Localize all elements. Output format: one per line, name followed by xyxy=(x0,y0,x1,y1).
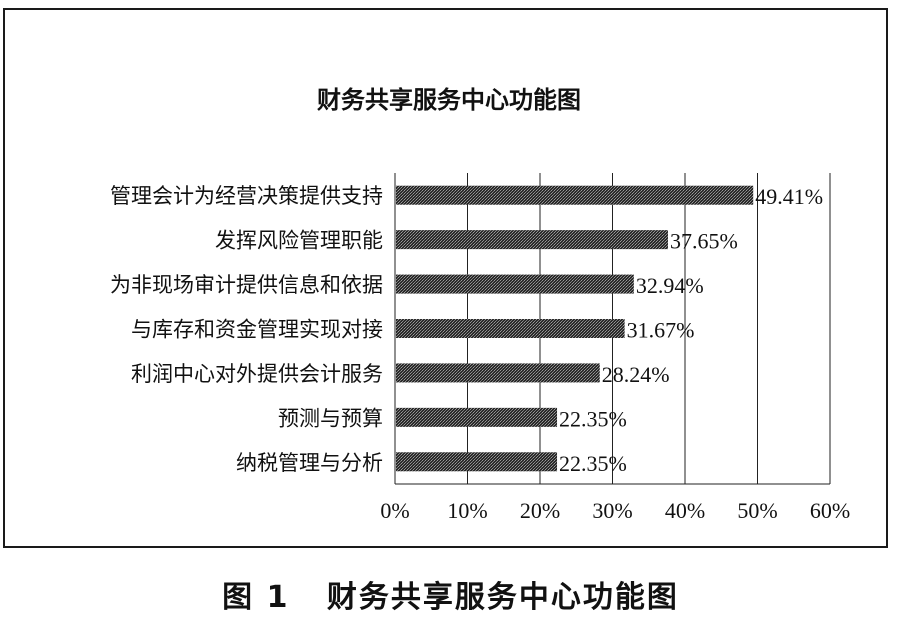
plot-area: 0% 10% 20% 30% 40% 50% 60% 管理会计为经营决策提供支持 49.41% 发… xyxy=(110,173,850,523)
bar xyxy=(396,185,754,205)
chart-frame: 财务共享服务中心功能图 0% 10% 20% 30% 40% 50% 60% 管理会计为经营决… xyxy=(3,8,888,548)
category-label: 预测与预算 xyxy=(278,406,383,430)
x-tick-label: 20% xyxy=(520,498,560,523)
data-label: 37.65% xyxy=(670,229,738,254)
x-tick-label: 50% xyxy=(737,498,777,523)
figure-caption-title: 财务共享服务中心功能图 xyxy=(326,580,679,615)
x-tick-label: 10% xyxy=(447,498,487,523)
category-label: 与库存和资金管理实现对接 xyxy=(131,318,383,342)
data-label: 22.35% xyxy=(559,406,627,431)
category-label: 纳税管理与分析 xyxy=(236,451,383,475)
category-label: 管理会计为经营决策提供支持 xyxy=(110,184,383,208)
x-tick-label: 30% xyxy=(592,498,632,523)
data-label: 32.94% xyxy=(636,273,704,298)
bar xyxy=(396,407,558,427)
x-tick-label: 40% xyxy=(665,498,705,523)
figure-caption-label: 图 1 xyxy=(222,580,290,615)
data-label: 49.41% xyxy=(755,184,823,209)
bar-chart: 财务共享服务中心功能图 0% 10% 20% 30% 40% 50% 60% 管理会计为经营决… xyxy=(110,86,850,523)
category-label: 为非现场审计提供信息和依据 xyxy=(110,273,383,297)
bar xyxy=(396,319,625,338)
figure-caption: 图 1 财务共享服务中心功能图 xyxy=(0,572,901,616)
x-tick-label: 60% xyxy=(810,498,850,523)
data-label: 31.67% xyxy=(627,318,695,343)
data-label: 22.35% xyxy=(559,451,627,476)
bar xyxy=(396,452,558,472)
bar xyxy=(396,363,600,383)
chart-title: 财务共享服务中心功能图 xyxy=(317,86,581,114)
bar xyxy=(396,230,668,250)
category-label: 利润中心对外提供会计服务 xyxy=(131,362,383,386)
bar xyxy=(396,274,634,294)
category-label: 发挥风险管理职能 xyxy=(215,229,383,253)
data-label: 28.24% xyxy=(602,362,670,387)
x-tick-label: 0% xyxy=(380,498,409,523)
